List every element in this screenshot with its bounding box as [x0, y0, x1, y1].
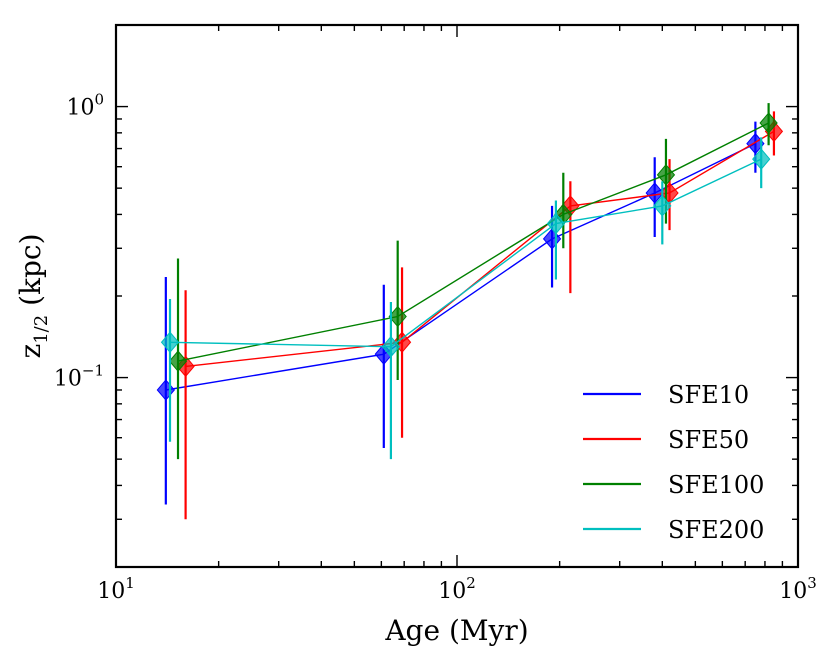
- legend-item-sfe50: SFE50: [583, 426, 749, 454]
- series-sfe100: [168, 103, 778, 460]
- legend-label: SFE200: [668, 516, 764, 544]
- data-point: [752, 148, 771, 170]
- legend-item-sfe200: SFE200: [583, 516, 764, 544]
- plot-frame: [114, 23, 800, 569]
- series-sfe50: [176, 111, 784, 520]
- data-point: [759, 112, 778, 134]
- series-group: [156, 103, 784, 520]
- series-sfe200: [160, 137, 771, 460]
- legend-label: SFE10: [668, 381, 749, 409]
- y-tick-label: 10−1: [54, 362, 104, 392]
- y-tick-label: 100: [66, 91, 104, 121]
- data-point: [645, 182, 664, 204]
- data-point: [388, 305, 407, 328]
- y-axis-label: z1/2 (kpc): [14, 233, 52, 358]
- data-point: [160, 331, 180, 354]
- data-point: [156, 379, 175, 401]
- data-point: [381, 335, 401, 358]
- tick-labels: 101 102 103 10−1 100: [54, 91, 817, 604]
- x-tick-label: 103: [779, 574, 817, 604]
- data-point: [653, 195, 672, 217]
- x-tick-label: 101: [97, 574, 135, 604]
- series-line: [177, 122, 769, 362]
- x-tick-label: 102: [438, 574, 476, 604]
- data-point: [656, 164, 676, 186]
- data-point: [168, 350, 188, 372]
- x-axis-label: Age (Myr): [384, 614, 528, 647]
- legend-item-sfe10: SFE10: [583, 381, 749, 409]
- legend-label: SFE50: [668, 426, 749, 454]
- legend-label: SFE100: [668, 471, 764, 499]
- data-point: [546, 212, 566, 235]
- series-line: [185, 130, 775, 368]
- legend: SFE10 SFE50 SFE100 SFE200: [583, 381, 764, 544]
- legend-item-sfe100: SFE100: [583, 471, 764, 499]
